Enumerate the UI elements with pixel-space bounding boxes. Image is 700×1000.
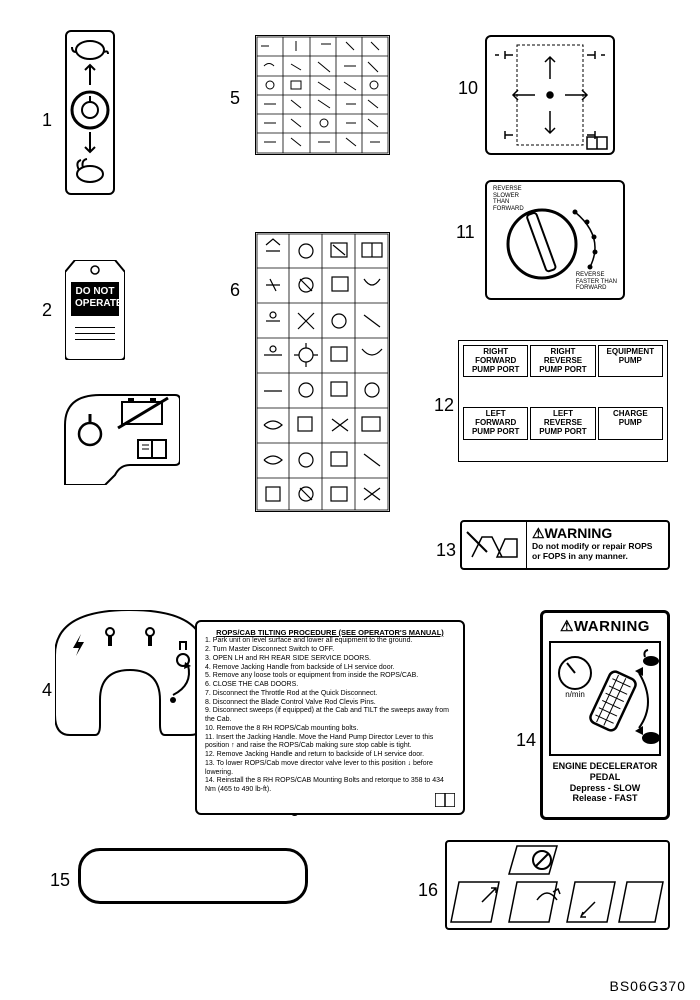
callout-2: 2 (42, 300, 52, 321)
speed-decal-graphic (67, 32, 113, 193)
decal-warning-rops: ⚠WARNING Do not modify or repair ROPS or… (460, 520, 670, 570)
decal-speed (65, 30, 115, 195)
d9-line: 12. Remove Jacking Handle and return to … (205, 751, 455, 760)
callout-10: 10 (458, 78, 478, 99)
d9-line: 6. CLOSE THE CAB DOORS. (205, 681, 455, 690)
d9-line: 2. Turn Master Disconnect Switch to OFF. (205, 646, 455, 655)
w14-l1: ENGINE DECELERATOR (553, 761, 658, 771)
d9-line: 10. Remove the 8 RH ROPS/Cab mounting bo… (205, 725, 455, 734)
warn14-title: ⚠WARNING (543, 613, 667, 639)
warn13-l1: Do not modify or repair ROPS (532, 541, 652, 551)
callout-1: 1 (42, 110, 52, 131)
decal-rops-procedure: ROPS/CAB TILTING PROCEDURE (SEE OPERATOR… (195, 620, 465, 815)
decal-glass (445, 840, 670, 930)
d11-b2: FASTER THAN (576, 279, 617, 285)
decal-blank-plate (78, 848, 308, 904)
decal-pump-ports: RIGHT FORWARDPUMP PORT RIGHT REVERSEPUMP… (458, 340, 668, 462)
decal-joystick (485, 35, 615, 155)
d9-title: ROPS/CAB TILTING PROCEDURE (SEE OPERATOR… (205, 628, 455, 637)
pp-3: EQUIPMENTPUMP (598, 345, 663, 377)
decal-fuse-panel-6 (255, 232, 390, 512)
warn13-l2: or FOPS in any manner. (532, 551, 628, 561)
d9-line: 11. Insert the Jacking Handle. Move the … (205, 734, 455, 752)
callout-5: 5 (230, 88, 240, 109)
decal-do-not-operate: DO NOT OPERATE (65, 260, 125, 360)
warn13-title: ⚠WARNING (532, 525, 663, 542)
pp-2: RIGHT REVERSEPUMP PORT (530, 345, 595, 377)
pp-6: CHARGEPUMP (598, 407, 663, 439)
decal-ignition (55, 610, 205, 740)
d9-line: 13. To lower ROPS/Cab move director valv… (205, 760, 455, 778)
pp-1: RIGHT FORWARDPUMP PORT (463, 345, 528, 377)
page-code: BS06G370 (610, 978, 687, 994)
callout-6: 6 (230, 280, 240, 301)
w14-l3: Depress - SLOW (570, 783, 641, 793)
d9-line: 5. Remove any loose tools or equipment f… (205, 672, 455, 681)
dno-line2: OPERATE (75, 298, 123, 309)
d9-line: 1. Park unit on level surface and lower … (205, 637, 455, 646)
w14-l4: Release - FAST (572, 793, 637, 803)
d9-line: 7. Disconnect the Throttle Rod at the Qu… (205, 690, 455, 699)
d9-line: 14. Reinstall the 8 RH ROPS/CAB Mounting… (205, 777, 455, 795)
callout-14: 14 (516, 730, 536, 751)
callout-15: 15 (50, 870, 70, 891)
decal-rotary: REVERSE SLOWER THAN FORWARD REVERSE FAST… (485, 180, 625, 300)
callout-4: 4 (42, 680, 52, 701)
d11-b1: REVERSE (576, 272, 605, 278)
d9-line: 4. Remove Jacking Handle from backside o… (205, 664, 455, 673)
svg-text:n/min: n/min (565, 690, 585, 699)
d9-line: 3. OPEN LH and RH REAR SIDE SERVICE DOOR… (205, 655, 455, 664)
pp-4: LEFT FORWARDPUMP PORT (463, 407, 528, 439)
w14-l2: PEDAL (590, 772, 621, 782)
d9-body: 1. Park unit on level surface and lower … (205, 637, 455, 795)
decal-warning-pedal: ⚠WARNING n/min ENGINE D (540, 610, 670, 820)
decal-fuse-panel-5 (255, 35, 390, 155)
decal-battery (60, 390, 180, 485)
d9-line: 8. Disconnect the Blade Control Valve Ro… (205, 699, 455, 708)
callout-13: 13 (436, 540, 456, 561)
callout-16: 16 (418, 880, 438, 901)
d9-line: 9. Disconnect sweeps (if equipped) at th… (205, 707, 455, 725)
pp-5: LEFT REVERSEPUMP PORT (530, 407, 595, 439)
callout-11: 11 (456, 222, 475, 243)
dno-line1: DO NOT (76, 286, 115, 297)
d11-b3: FORWARD (576, 285, 607, 291)
callout-12: 12 (434, 395, 454, 416)
